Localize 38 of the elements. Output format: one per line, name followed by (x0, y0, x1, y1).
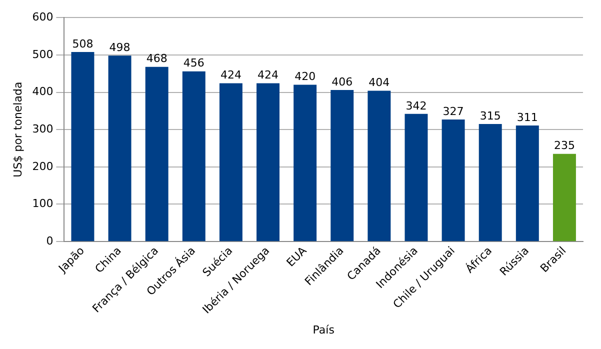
data-label: 498 (109, 41, 130, 54)
bar (516, 125, 539, 242)
data-label: 315 (480, 109, 501, 122)
bar (294, 84, 317, 242)
data-label: 404 (368, 76, 390, 90)
x-axis-title: País (312, 323, 335, 336)
bar (478, 124, 502, 242)
y-tick-label: 200 (32, 160, 54, 173)
bar (145, 66, 168, 242)
bar (71, 52, 94, 242)
y-tick-label: 300 (32, 122, 54, 136)
x-tick-label: EUA (284, 244, 310, 270)
data-label: 424 (258, 68, 279, 82)
y-axis-title: US$ por tonelada (11, 82, 24, 178)
y-tick-label: 100 (32, 197, 54, 210)
data-label: 327 (442, 104, 464, 118)
data-label: 456 (183, 56, 204, 70)
bar (182, 71, 206, 242)
data-label: 406 (332, 75, 353, 88)
bar (219, 83, 242, 242)
bar (442, 120, 465, 242)
bar (256, 83, 280, 242)
bar (368, 90, 391, 242)
data-label: 311 (516, 110, 538, 124)
data-label: 468 (146, 52, 168, 66)
bar (552, 154, 576, 242)
data-label: 342 (406, 99, 427, 112)
bar (404, 114, 428, 242)
y-tick-label: 0 (46, 234, 54, 248)
data-label: 424 (220, 68, 242, 82)
bar (330, 90, 354, 242)
data-label: 235 (554, 139, 575, 152)
y-tick-label: 400 (32, 85, 54, 98)
bar (108, 56, 132, 242)
data-label: 420 (294, 70, 316, 84)
y-tick-label: 500 (32, 48, 54, 61)
y-tick-label: 600 (32, 10, 54, 24)
data-label: 508 (72, 37, 94, 50)
